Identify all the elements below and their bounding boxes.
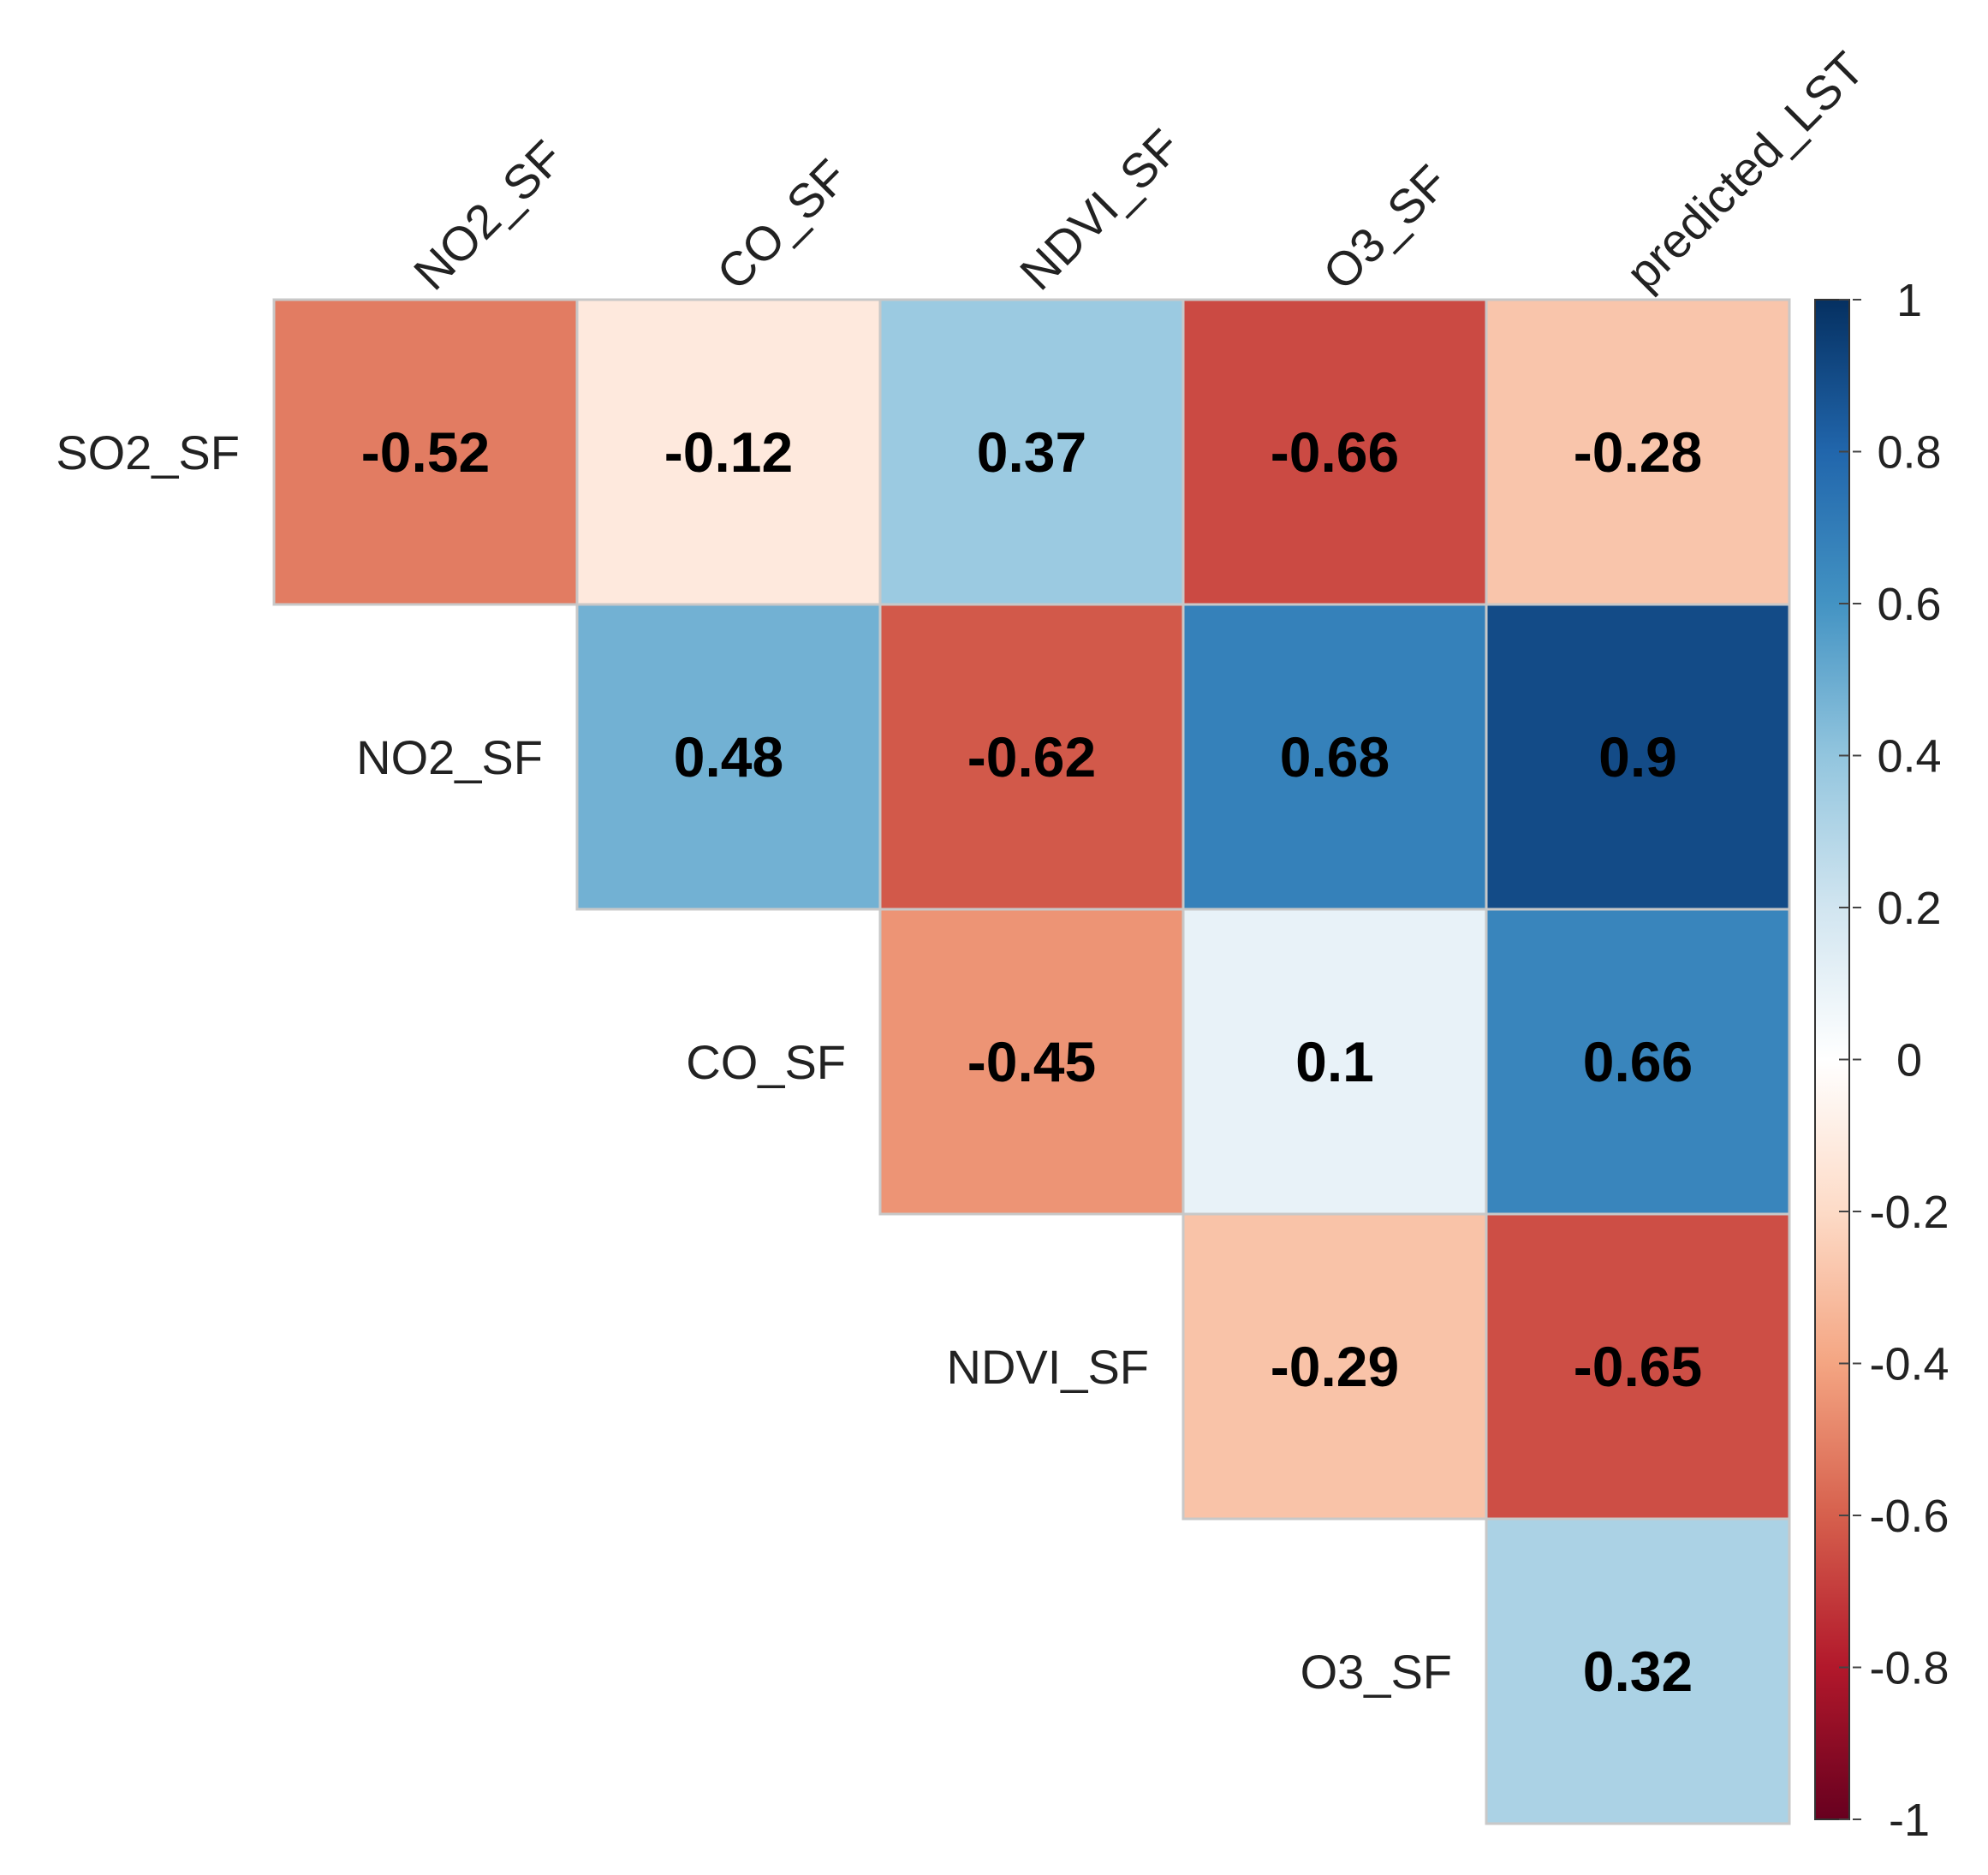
heatmap-cell-NDVI_SF-predicted_LST bbox=[1485, 1212, 1791, 1521]
colorbar-tick-label: 0.4 bbox=[1877, 731, 1941, 783]
row-label-SO2_SF: SO2_SF bbox=[56, 426, 240, 479]
row-label-NO2_SF: NO2_SF bbox=[356, 730, 543, 784]
cell-value-label: -0.62 bbox=[967, 725, 1096, 789]
cell-value-label: -0.45 bbox=[967, 1030, 1096, 1093]
row-label-O3_SF: O3_SF bbox=[1301, 1645, 1452, 1699]
heatmap-cell-SO2_SF-O3_SF bbox=[1181, 298, 1488, 606]
heatmap-cell-NO2_SF-CO_SF bbox=[575, 603, 882, 911]
heatmap-cell-CO_SF-NDVI_SF bbox=[878, 908, 1185, 1216]
heatmap-cell-O3_SF-predicted_LST bbox=[1485, 1517, 1791, 1825]
cell-value-label: -0.66 bbox=[1271, 420, 1399, 484]
column-label-predicted_LST: predicted_LST bbox=[1616, 41, 1874, 300]
colorbar-legend: 1 0.8 0.6 0.4 0.2 0 -0.2 -0.4 -0.6 -0.8 -1 bbox=[1814, 275, 1949, 1846]
heatmap-cell-SO2_SF-NO2_SF bbox=[272, 298, 579, 606]
column-label-CO_SF: CO_SF bbox=[706, 149, 858, 301]
cell-value-label: 0.37 bbox=[977, 420, 1086, 484]
cell-value-label: -0.12 bbox=[664, 420, 793, 484]
colorbar-tick-label: -0.6 bbox=[1869, 1491, 1949, 1542]
colorbar-tick-label: -0.8 bbox=[1869, 1643, 1949, 1694]
row-labels: SO2_SF NO2_SF CO_SF NDVI_SF O3_SF bbox=[56, 426, 1452, 1699]
cell-value-label: -0.29 bbox=[1271, 1335, 1399, 1398]
heatmap-cell-NO2_SF-O3_SF bbox=[1181, 603, 1488, 911]
cell-value-label: 0.9 bbox=[1598, 725, 1677, 789]
cell-value-label: 0.32 bbox=[1583, 1640, 1693, 1703]
cell-value-label: 0.48 bbox=[674, 725, 783, 789]
row-label-NDVI_SF: NDVI_SF bbox=[947, 1340, 1150, 1394]
colorbar-tick-label: 0.2 bbox=[1877, 883, 1941, 934]
heatmap-cell-CO_SF-predicted_LST bbox=[1485, 908, 1791, 1216]
colorbar-tick-label: 0.6 bbox=[1877, 579, 1941, 630]
colorbar-tick-label: -0.4 bbox=[1869, 1339, 1949, 1390]
column-label-NDVI_SF: NDVI_SF bbox=[1009, 119, 1191, 301]
cell-value-label: 0.66 bbox=[1583, 1030, 1693, 1093]
heatmap-cell-NDVI_SF-O3_SF bbox=[1181, 1212, 1488, 1521]
colorbar-tick-label: 0 bbox=[1896, 1035, 1922, 1086]
cell-value-label: -0.28 bbox=[1574, 420, 1702, 484]
colorbar-tick-label: -0.2 bbox=[1869, 1187, 1949, 1238]
column-labels: NO2_SF CO_SF NDVI_SF O3_SF predicted_LST bbox=[403, 41, 1874, 300]
heatmap-cell-SO2_SF-CO_SF bbox=[575, 298, 882, 606]
heatmap-cells: -0.52 -0.12 0.37 -0.66 -0.28 0.48 -0.62 0.68 0.9… bbox=[272, 298, 1791, 1825]
cell-value-label: 0.1 bbox=[1295, 1030, 1374, 1093]
colorbar-tick-label: 1 bbox=[1896, 275, 1922, 326]
heatmap-cell-SO2_SF-NDVI_SF bbox=[878, 298, 1185, 606]
heatmap-cell-SO2_SF-predicted_LST bbox=[1485, 298, 1791, 606]
cell-value-label: -0.52 bbox=[361, 420, 490, 484]
row-label-CO_SF: CO_SF bbox=[686, 1035, 846, 1089]
column-label-NO2_SF: NO2_SF bbox=[403, 130, 574, 301]
column-label-O3_SF: O3_SF bbox=[1312, 154, 1458, 300]
colorbar-tick-label: -1 bbox=[1889, 1795, 1930, 1846]
cell-value-label: 0.68 bbox=[1280, 725, 1390, 789]
colorbar-tick-label: 0.8 bbox=[1877, 427, 1941, 479]
cell-value-label: -0.65 bbox=[1574, 1335, 1702, 1398]
